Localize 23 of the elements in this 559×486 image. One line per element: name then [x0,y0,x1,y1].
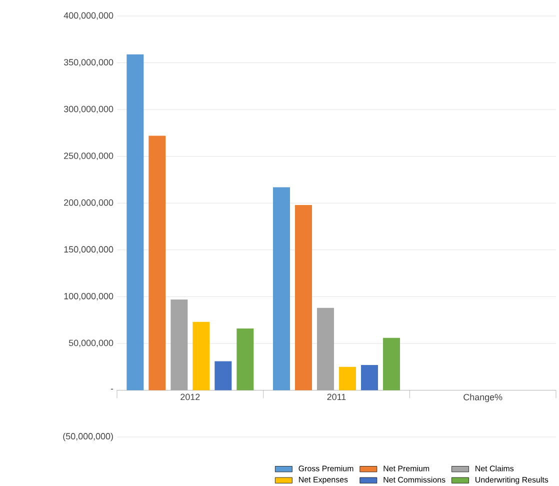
y-tick-label: (50,000,000) [63,432,113,442]
bar [361,364,378,390]
y-tick-label: 350,000,000 [64,59,114,66]
y-tick-label: 200,000,000 [64,199,114,207]
bar [339,366,356,390]
y-tick-label: 400,000,000 [64,12,114,20]
bar [383,338,400,390]
y-tick-label: 50,000,000 [68,340,114,348]
bar [214,361,232,390]
bar [236,328,254,390]
y-tick-label: 150,000,000 [64,246,114,254]
bar [273,187,290,390]
y-tick-label: 100,000,000 [64,292,114,300]
bar [148,136,166,390]
bar [295,204,312,390]
x-tick-label: 2012 [180,394,200,400]
y-tick-label: 300,000,000 [64,106,114,114]
x-tick-label: 2011 [327,394,346,400]
bar [192,322,210,390]
x-tick-label: Change% [464,394,502,402]
y-tick-label: - [110,388,114,390]
y-tick-label: 250,000,000 [64,152,114,160]
bar [126,54,144,390]
